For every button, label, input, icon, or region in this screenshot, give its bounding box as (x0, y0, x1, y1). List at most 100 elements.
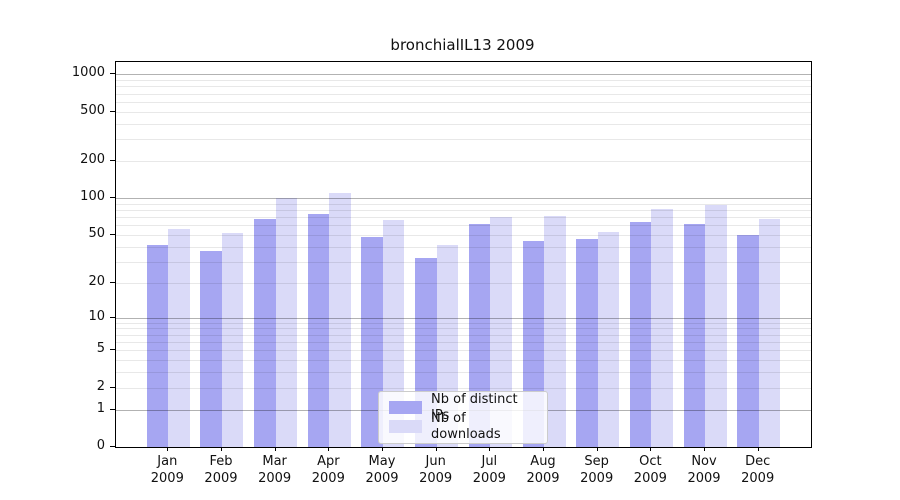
y-axis-tick (110, 349, 115, 351)
bar-downloads-feb (221, 232, 244, 447)
minor-gridline (116, 123, 811, 125)
legend-item-downloads: Nb of downloads (389, 411, 537, 442)
x-axis-tick (220, 447, 222, 451)
x-axis-tick (328, 447, 330, 451)
minor-gridline (116, 328, 811, 330)
y-axis-tick (110, 281, 115, 283)
bar-distinct-ips-dec (737, 234, 759, 447)
x-axis-tick-label: Aug 2009 (526, 454, 560, 486)
y-axis-tick (110, 233, 115, 235)
x-axis-tick-label: Apr 2009 (311, 454, 345, 486)
bar-downloads-jul (490, 217, 512, 447)
x-axis-tick (650, 447, 652, 451)
x-axis-tick (381, 447, 383, 451)
minor-gridline (116, 160, 811, 162)
x-axis-tick-label: Oct 2009 (633, 454, 667, 486)
y-axis-tick (110, 110, 115, 112)
minor-gridline (116, 372, 811, 374)
y-axis-tick-label: 50 (88, 225, 105, 241)
bar-distinct-ips-oct (629, 221, 652, 447)
y-axis-tick-label: 0 (96, 438, 105, 453)
x-axis-tick (274, 447, 276, 451)
minor-gridline (116, 225, 811, 227)
y-axis-tick-label: 10 (88, 308, 105, 324)
legend-swatch-downloads (389, 420, 422, 433)
bar-distinct-ips-feb (200, 250, 222, 447)
bar-downloads-dec (758, 218, 781, 447)
bar-downloads-mar (275, 198, 298, 447)
y-axis-tick (110, 386, 115, 388)
minor-gridline (116, 217, 811, 219)
x-axis-tick (596, 447, 598, 451)
y-axis-tick-label: 100 (80, 189, 105, 205)
x-axis-tick (167, 447, 169, 451)
x-axis-tick (435, 447, 437, 451)
minor-gridline (116, 139, 811, 141)
bar-distinct-ips-may (361, 237, 383, 447)
y-axis-tick (110, 408, 115, 410)
x-axis-tick-label: Sep 2009 (580, 454, 614, 486)
y-axis-tick (110, 197, 115, 199)
minor-gridline (116, 80, 811, 82)
x-axis-tick-label: Feb 2009 (204, 454, 238, 486)
x-axis-tick-label: Jan 2009 (150, 454, 184, 486)
chart-title: bronchialIL13 2009 (390, 36, 535, 54)
bar-distinct-ips-sep (576, 239, 598, 447)
y-axis-tick-label: 1 (96, 400, 105, 416)
y-axis-tick-label: 2 (96, 378, 105, 394)
y-axis-tick (110, 73, 115, 75)
y-axis-tick (110, 316, 115, 318)
legend: Nb of distinct IPs Nb of downloads (378, 391, 548, 444)
bar-downloads-sep (597, 231, 620, 447)
y-axis-tick (110, 446, 115, 447)
bar-downloads-oct (651, 208, 673, 447)
bar-distinct-ips-apr (307, 214, 330, 447)
minor-gridline (116, 86, 811, 88)
minor-gridline (116, 101, 811, 103)
y-axis-tick-label: 20 (88, 273, 105, 289)
y-axis-tick-label: 1000 (71, 65, 105, 81)
legend-item-distinct-ips: Nb of distinct IPs (389, 392, 537, 423)
legend-label-downloads: Nb of downloads (431, 410, 501, 442)
bar-distinct-ips-mar (254, 219, 276, 447)
x-axis-tick (543, 447, 544, 451)
minor-gridline (116, 342, 811, 344)
minor-gridline (116, 203, 811, 205)
bar-downloads-nov (705, 204, 727, 447)
plot-area (115, 61, 812, 448)
x-axis-tick-label: Mar 2009 (258, 454, 292, 486)
minor-gridline (116, 93, 811, 95)
minor-gridline (116, 246, 811, 248)
minor-gridline (116, 209, 811, 211)
minor-gridline (116, 322, 811, 324)
bar-distinct-ips-nov (683, 223, 706, 447)
x-axis-tick (704, 447, 706, 451)
major-gridline (116, 198, 811, 200)
x-axis-tick-label: Jul 2009 (472, 454, 506, 486)
bar-downloads-apr (329, 192, 351, 447)
x-axis-tick-label: Nov 2009 (687, 454, 721, 486)
x-axis-tick-label: May 2009 (365, 454, 399, 486)
y-axis-tick-label: 500 (80, 102, 105, 118)
minor-gridline (116, 334, 811, 336)
x-axis-tick (757, 447, 759, 451)
minor-gridline (116, 360, 811, 362)
minor-gridline (116, 350, 811, 352)
minor-gridline (116, 387, 811, 389)
minor-gridline (116, 282, 811, 284)
bar-downloads-may (382, 220, 405, 447)
bar-distinct-ips-jan (146, 245, 169, 447)
x-axis-tick (489, 447, 491, 451)
x-axis-tick-label: Dec 2009 (741, 454, 775, 486)
legend-swatch-distinct-ips (389, 401, 422, 414)
y-axis-tick-label: 200 (80, 151, 105, 167)
minor-gridline (116, 234, 811, 236)
y-axis-tick (110, 159, 115, 161)
major-gridline (116, 74, 811, 76)
major-gridline (116, 317, 811, 319)
bar-downloads-aug (544, 215, 566, 447)
bar-downloads-jan (168, 228, 190, 447)
minor-gridline (116, 261, 811, 263)
x-axis-tick-label: Jun 2009 (419, 454, 453, 486)
